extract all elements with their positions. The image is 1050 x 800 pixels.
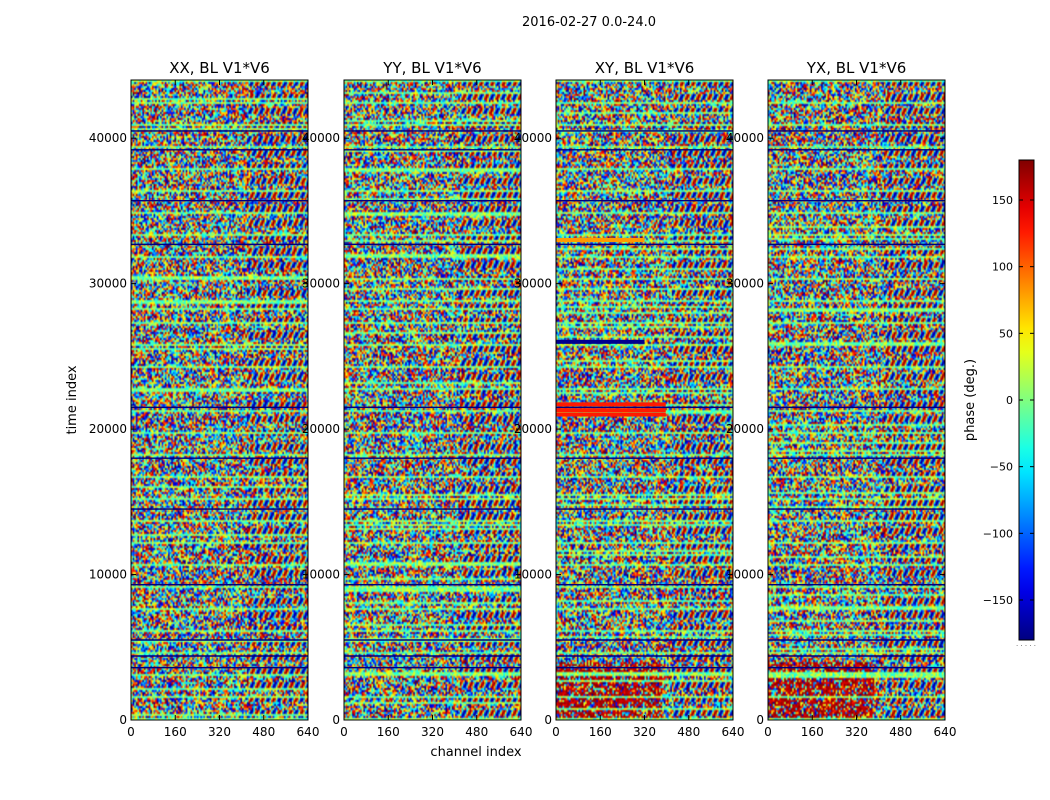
x-tick-label: 160 [589,725,612,739]
y-tick-label: 10000 [726,568,764,582]
colorbar-tick-label: 0 [1006,394,1013,407]
x-tick-label: 320 [845,725,868,739]
x-tick-label: 480 [889,725,912,739]
x-tick-label: 480 [677,725,700,739]
x-tick-label: 0 [127,725,135,739]
x-tick-label: 160 [164,725,187,739]
y-tick-label: 0 [332,713,340,727]
colorbar-tick-label: −100 [983,527,1013,540]
x-tick-label: 160 [377,725,400,739]
colorbar-extra-text: · · · · · [1016,642,1036,650]
colorbar-tick-label: 100 [992,261,1013,274]
x-tick-label: 0 [340,725,348,739]
colorbar-tick-label: −50 [990,461,1013,474]
y-tick-label: 20000 [514,422,552,436]
y-tick-label: 20000 [726,422,764,436]
x-axis-label: channel index [430,745,521,760]
heatmap-image-yx [768,80,945,720]
y-tick-label: 40000 [726,131,764,145]
intensity-band [556,408,666,413]
heatmap-image-xy [556,80,733,720]
y-tick-label: 0 [119,713,127,727]
heatmap-image-yy [344,80,521,720]
intensity-band [556,238,645,242]
panels-group: XX, BL V1*V6 0 160 320 480 640 0 10000 20000 3000… [89,59,957,739]
x-tick-label: 160 [801,725,824,739]
x-tick-label: 0 [552,725,560,739]
y-tick-label: 0 [544,713,552,727]
x-tick-label: 320 [633,725,656,739]
y-tick-label: 0 [756,713,764,727]
y-tick-label: 20000 [89,422,127,436]
panel-title: YX, BL V1*V6 [806,59,907,77]
y-tick-label: 40000 [302,131,340,145]
colorbar-label: phase (deg.) [963,359,978,441]
x-tick-label: 480 [252,725,275,739]
y-axis-label: time index [65,365,80,434]
panel-xx: XX, BL V1*V6 0 160 320 480 640 0 10000 20000 3000… [89,59,320,739]
x-tick-label: 640 [510,725,533,739]
panel-title: XY, BL V1*V6 [595,59,695,77]
y-tick-label: 10000 [302,568,340,582]
intensity-band [556,339,645,344]
y-tick-label: 30000 [302,277,340,291]
x-tick-label: 640 [934,725,957,739]
y-tick-label: 40000 [89,131,127,145]
figure-suptitle: 2016-02-27 0.0-24.0 [522,15,656,30]
x-tick-label: 320 [421,725,444,739]
panel-yx: YX, BL V1*V6 0 160 320 480 640 0 10000 20000 3000… [726,59,957,739]
x-tick-label: 640 [297,725,320,739]
x-tick-label: 0 [764,725,772,739]
colorbar-tick-label: −150 [983,594,1013,607]
x-tick-label: 480 [465,725,488,739]
y-tick-label: 40000 [514,131,552,145]
y-tick-label: 10000 [89,568,127,582]
y-tick-label: 10000 [514,568,552,582]
intensity-band [556,412,666,417]
y-tick-label: 30000 [726,277,764,291]
x-tick-label: 640 [722,725,745,739]
panel-yy: YY, BL V1*V6 0 160 320 480 640 0 10000 20000 3000… [302,59,533,739]
y-tick-label: 20000 [302,422,340,436]
heatmap-image-xx [131,80,308,720]
y-tick-label: 30000 [514,277,552,291]
panel-xy: XY, BL V1*V6 0 160 320 480 640 0 10000 20000 3000… [514,59,745,739]
colorbar-tick-label: 150 [992,194,1013,207]
panel-title: YY, BL V1*V6 [382,59,481,77]
panel-title: XX, BL V1*V6 [169,59,270,77]
x-tick-label: 320 [208,725,231,739]
colorbar-tick-label: 50 [999,327,1013,340]
colorbar: 150 100 50 0 −50 −100 −150 [983,159,1035,641]
y-tick-label: 30000 [89,277,127,291]
intensity-band [556,402,666,407]
